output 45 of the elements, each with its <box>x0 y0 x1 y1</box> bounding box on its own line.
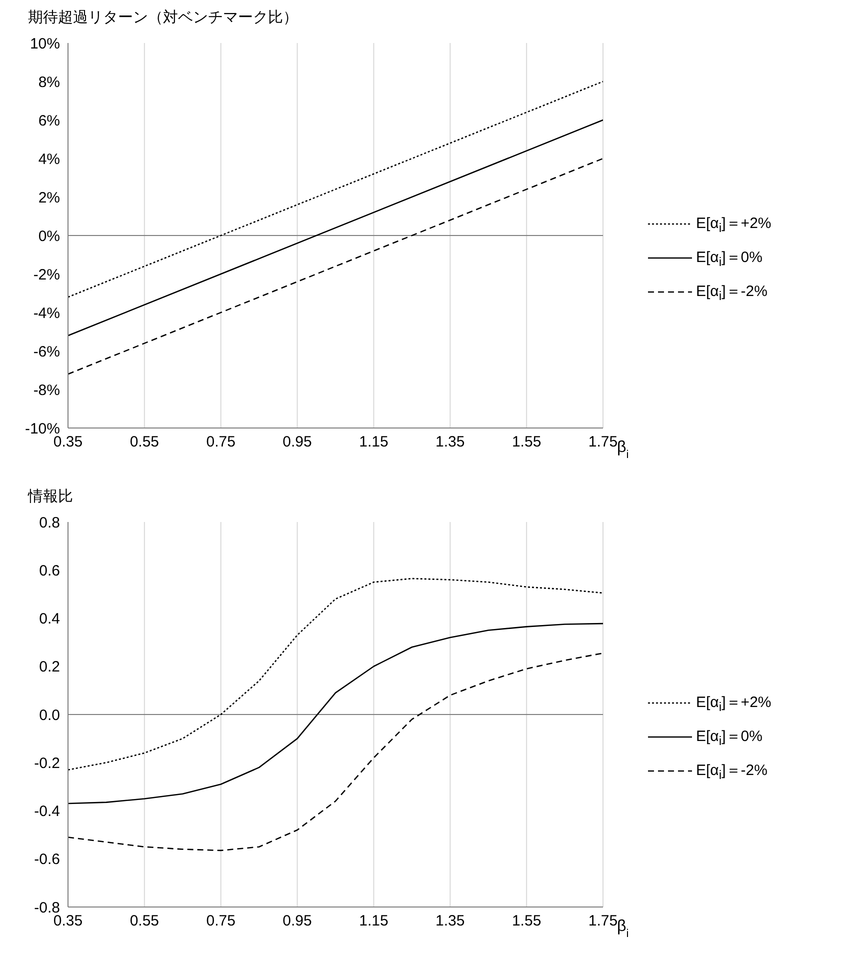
x-tick-label: 0.75 <box>206 434 236 451</box>
line-series <box>68 578 603 770</box>
y-tick-label: -0.4 <box>34 803 60 820</box>
x-tick-label: 1.75 <box>588 912 618 930</box>
legend-label: E[α$_{i}$]＝+2% <box>696 214 772 234</box>
x-tick-label: 1.15 <box>359 912 388 930</box>
x-tick-label: 1.35 <box>436 912 465 930</box>
y-tick-label: 0% <box>38 228 60 245</box>
chart-title: 期待超過リターン（対ベンチマーク比） <box>28 8 299 27</box>
y-tick-label: 2% <box>38 189 60 206</box>
x-tick-label: 0.95 <box>282 434 312 451</box>
x-tick-label: 0.55 <box>130 912 160 930</box>
y-tick-label: -8% <box>33 382 60 399</box>
y-tick-label: 6% <box>38 112 60 130</box>
x-tick-label: 1.75 <box>588 434 618 451</box>
y-tick-label: 8% <box>38 74 60 91</box>
y-tick-label: 0.4 <box>39 610 60 628</box>
chart-title: 情報比 <box>28 487 74 506</box>
legend-label: E[α$_{i}$]＝+2% <box>696 692 772 714</box>
x-axis-title: β$_{i}$ <box>617 439 629 461</box>
y-tick-label: 0.2 <box>39 658 60 676</box>
legend-label: E[α$_{i}$]＝-2% <box>696 760 768 782</box>
y-tick-label: 0.6 <box>39 562 60 580</box>
x-tick-label: 1.55 <box>512 912 542 930</box>
x-tick-label: 0.95 <box>282 912 312 930</box>
y-tick-label: 0.0 <box>39 706 60 724</box>
x-tick-label: 0.55 <box>130 434 160 451</box>
x-tick-label: 1.15 <box>359 434 388 451</box>
x-tick-label: 1.35 <box>436 434 465 451</box>
line-series <box>68 622 603 804</box>
line-series <box>68 652 603 852</box>
y-tick-label: -6% <box>33 343 60 360</box>
y-tick-label: -0.6 <box>34 851 60 868</box>
legend-label: E[α$_{i}$]＝0% <box>696 726 762 748</box>
y-tick-label: 4% <box>38 150 60 168</box>
y-tick-label: 10% <box>30 35 60 52</box>
x-axis-title: β$_{i}$ <box>617 918 629 940</box>
y-tick-label: -2% <box>33 266 60 284</box>
legend-label: E[α$_{i}$]＝-2% <box>696 282 768 302</box>
legend-label: E[α$_{i}$]＝0% <box>696 248 762 268</box>
x-tick-label: 1.55 <box>512 434 542 451</box>
y-tick-label: -0.2 <box>34 754 60 772</box>
y-tick-label: 0.8 <box>39 514 60 532</box>
x-tick-label: 0.75 <box>206 912 236 930</box>
y-tick-label: -4% <box>33 304 60 322</box>
